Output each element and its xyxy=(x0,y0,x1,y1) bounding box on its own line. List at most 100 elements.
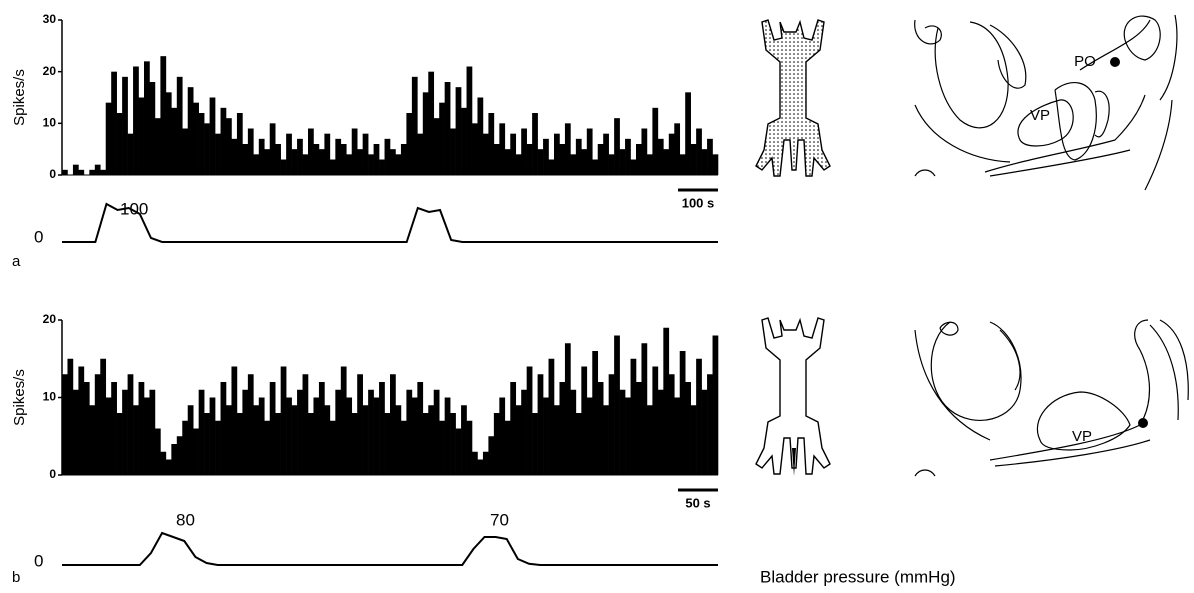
bar xyxy=(384,413,391,475)
bar xyxy=(264,149,271,175)
bar xyxy=(72,389,79,475)
bar xyxy=(586,128,593,175)
bar xyxy=(379,159,385,175)
pressure-label: 0 xyxy=(34,227,43,246)
bar xyxy=(428,71,435,175)
bar xyxy=(657,138,664,175)
bar xyxy=(564,123,571,175)
y-axis-label: Spikes/s xyxy=(11,69,28,126)
bar xyxy=(439,102,445,175)
bar xyxy=(127,374,134,475)
bar xyxy=(570,389,577,475)
bar xyxy=(674,123,681,175)
bar xyxy=(362,133,369,175)
y-tick-label: 30 xyxy=(43,12,57,26)
bar xyxy=(247,128,254,175)
bar xyxy=(324,133,331,175)
bar xyxy=(318,382,325,475)
bar xyxy=(652,366,659,475)
bar xyxy=(198,389,205,475)
bar xyxy=(100,169,107,175)
bar xyxy=(100,358,107,475)
bar xyxy=(89,405,96,475)
bar xyxy=(368,389,374,475)
bar xyxy=(455,428,462,475)
bar xyxy=(504,149,511,175)
body-map xyxy=(755,19,831,177)
bar xyxy=(499,123,506,175)
bar xyxy=(105,397,112,475)
bar xyxy=(444,397,451,475)
y-tick-label: 20 xyxy=(43,312,57,326)
bar xyxy=(679,154,686,175)
bar xyxy=(625,138,631,175)
bar xyxy=(701,389,708,475)
bar xyxy=(105,102,112,175)
bar xyxy=(242,389,249,475)
bar xyxy=(94,374,101,475)
bar xyxy=(559,382,566,475)
bar xyxy=(537,149,544,175)
bar xyxy=(204,123,210,175)
bar xyxy=(280,366,287,475)
bar xyxy=(357,374,363,475)
bar xyxy=(532,113,538,175)
bar xyxy=(78,169,85,175)
bar xyxy=(111,382,117,475)
bar xyxy=(406,389,413,475)
bar xyxy=(515,154,522,175)
bar xyxy=(581,366,588,475)
bar xyxy=(592,351,599,475)
bar xyxy=(395,154,402,175)
panel-label: a xyxy=(12,253,21,270)
bar xyxy=(575,138,582,175)
bar xyxy=(411,397,418,475)
bar xyxy=(657,389,664,475)
bar xyxy=(122,389,128,475)
bar xyxy=(242,144,249,175)
bar xyxy=(264,420,271,475)
y-tick-label: 0 xyxy=(49,167,56,181)
bar xyxy=(226,405,232,475)
bar xyxy=(154,118,161,175)
bar xyxy=(554,133,560,175)
bar xyxy=(559,144,566,175)
bar xyxy=(433,118,440,175)
bar xyxy=(444,82,451,175)
bar xyxy=(171,444,178,475)
bar xyxy=(182,128,189,175)
bar xyxy=(488,436,495,475)
bar xyxy=(220,107,227,175)
bar xyxy=(116,113,123,175)
bar xyxy=(450,413,456,475)
bar xyxy=(351,413,358,475)
bar xyxy=(422,413,429,475)
bar xyxy=(308,413,314,475)
bar xyxy=(707,374,713,475)
bar xyxy=(482,133,489,175)
bar xyxy=(297,138,303,175)
bar xyxy=(373,144,380,175)
bar xyxy=(94,164,101,175)
bar xyxy=(116,413,123,475)
bar xyxy=(258,397,265,475)
pressure-label: 70 xyxy=(490,510,509,529)
bar xyxy=(608,374,615,475)
bar xyxy=(597,382,604,475)
bar xyxy=(204,413,210,475)
bar xyxy=(160,56,167,175)
bar xyxy=(701,149,708,175)
pressure-label: 0 xyxy=(34,551,43,570)
bar xyxy=(663,149,670,175)
bar xyxy=(636,144,642,175)
bar xyxy=(663,327,670,475)
bar xyxy=(144,61,150,176)
brain-section xyxy=(914,14,1178,191)
pressure-label: 100 xyxy=(120,199,148,218)
y-tick-label: 20 xyxy=(43,64,57,78)
bar xyxy=(149,82,156,175)
bar xyxy=(165,92,172,175)
bar xyxy=(696,358,702,475)
bar xyxy=(154,428,161,475)
bar xyxy=(209,397,216,475)
